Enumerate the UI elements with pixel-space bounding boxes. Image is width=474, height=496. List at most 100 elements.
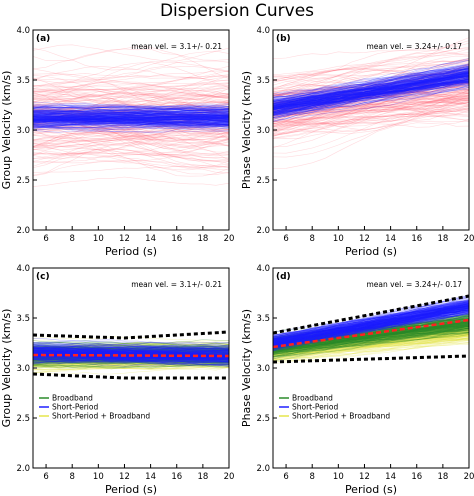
curve-red [33,126,229,156]
curve-blue [273,67,469,106]
curve-blue [273,80,469,106]
curve-red [273,80,469,115]
curve-green [273,314,469,340]
curve-blue [273,302,469,336]
curve-green [33,358,229,363]
curve-red [273,49,469,77]
curve-yellow [33,363,229,370]
curve-blue [273,81,469,117]
x-tick-label: 12 [119,472,130,482]
curve-blue [273,75,469,109]
curve-blue [273,304,469,340]
curve-yellow [273,326,469,344]
curve-blue [273,301,469,340]
curve-yellow [273,327,469,353]
curve-blue [33,116,229,121]
curve-red [33,113,229,126]
curve-blue [33,351,229,356]
curve-yellow [33,349,229,364]
curve-green [33,356,229,363]
curve-yellow [273,334,469,357]
curve-yellow [273,334,469,362]
curve-green [273,321,469,350]
curve-red [273,82,469,121]
curve-blue [273,304,469,340]
curve-red [273,64,469,99]
curve-blue [273,310,469,344]
curve-blue [33,350,229,357]
curve-red [33,119,229,149]
curve-blue [33,355,229,359]
curve-green [273,322,469,352]
curve-yellow [273,326,469,344]
curve-blue [33,355,229,362]
curve-yellow [273,331,469,354]
curve-yellow [33,357,229,364]
curve-red [33,100,229,135]
curve-yellow [273,328,469,350]
curve-blue [33,355,229,363]
curve-blue [273,300,469,337]
curve-blue [33,108,229,114]
curve-blue [273,303,469,342]
curve-blue [33,116,229,122]
curve-blue [33,348,229,359]
curve-red [273,115,469,133]
curve-blue [273,66,469,103]
curve-blue [33,123,229,127]
curve-yellow [33,365,229,374]
curve-red [33,151,229,164]
curve-yellow [273,335,469,356]
curve-blue [33,117,229,122]
curve-blue [273,73,469,108]
curve-yellow [33,357,229,363]
curve-blue [33,118,229,123]
curve-yellow [273,332,469,352]
curve-blue [273,307,469,345]
curve-blue [273,302,469,340]
curve-blue [33,358,229,367]
curve-blue [33,114,229,119]
curve-red [273,65,469,97]
curve-yellow [273,334,469,357]
curve-blue [33,116,229,121]
curve-red [33,139,229,162]
curve-blue [273,304,469,341]
curve-red [273,66,469,90]
curve-green [33,353,229,361]
curve-green [273,318,469,341]
curve-yellow [273,341,469,361]
curve-blue [33,347,229,352]
curve-red [33,130,229,147]
curve-blue [273,72,469,108]
series-red-lines [273,37,469,169]
curve-red [273,108,469,127]
curve-blue [273,309,469,345]
mean-velocity-annotation: mean vel. = 3.1+/- 0.21 [131,42,222,51]
curve-yellow [273,321,469,345]
curve-blue [33,121,229,126]
curve-blue [273,71,469,103]
curve-blue [273,59,469,98]
curve-red [273,99,469,124]
curve-green [273,332,469,358]
curve-blue [273,306,469,341]
curve-blue [33,108,229,113]
curve-blue [33,108,229,112]
curve-yellow [33,358,229,363]
curve-blue [33,108,229,114]
curve-blue [33,104,229,114]
curve-green [273,318,469,352]
curve-red [33,107,229,124]
curve-blue [273,304,469,345]
curve-green [33,356,229,366]
curve-blue [273,305,469,343]
curve-red [273,119,469,149]
curve-yellow [33,362,229,367]
curve-yellow [273,332,469,353]
curve-yellow [273,340,469,363]
curve-blue [273,75,469,105]
curve-blue [273,80,469,115]
curve-red [33,142,229,159]
curve-green [33,354,229,361]
